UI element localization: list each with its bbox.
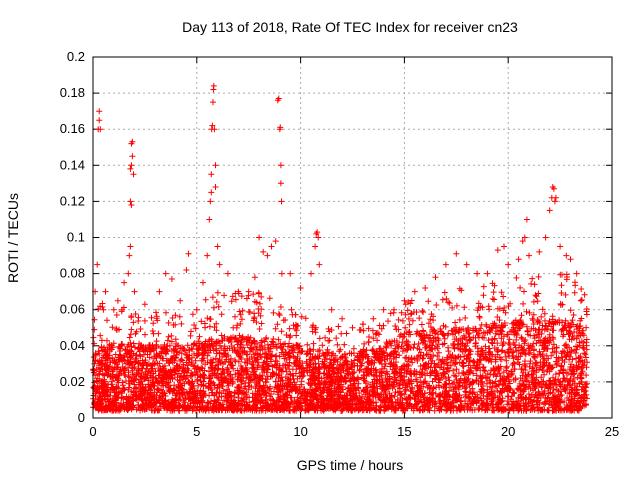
plot-frame bbox=[92, 56, 613, 419]
x-tick-label: 20 bbox=[501, 424, 515, 439]
chart-title: Day 113 of 2018, Rate Of TEC Index for r… bbox=[182, 19, 518, 35]
y-tick-label: 0.14 bbox=[60, 157, 85, 172]
y-axis-label: ROTI / TECUs bbox=[5, 193, 21, 283]
y-tick-label: 0.18 bbox=[60, 85, 85, 100]
y-tick-label: 0.02 bbox=[60, 374, 85, 389]
y-tick-label: 0.12 bbox=[60, 193, 85, 208]
x-axis-label: GPS time / hours bbox=[297, 457, 404, 473]
x-tick-label: 15 bbox=[397, 424, 411, 439]
x-tick-label: 25 bbox=[605, 424, 619, 439]
y-tick-label: 0.16 bbox=[60, 121, 85, 136]
roti-markers bbox=[90, 82, 590, 414]
y-tick-label: 0.08 bbox=[60, 266, 85, 281]
y-tick-label: 0.06 bbox=[60, 302, 85, 317]
y-tick-label: 0.1 bbox=[67, 230, 85, 245]
data-points bbox=[90, 82, 590, 414]
y-tick-label: 0.2 bbox=[67, 49, 85, 64]
y-axis-ticks: 0 0.02 0.04 0.06 0.08 0.1 0.12 0.14 0.16 0.18 0.2 bbox=[60, 49, 612, 425]
x-tick-label: 0 bbox=[89, 424, 96, 439]
x-tick-label: 10 bbox=[293, 424, 307, 439]
y-tick-label: 0 bbox=[78, 410, 85, 425]
x-tick-label: 5 bbox=[193, 424, 200, 439]
y-tick-label: 0.04 bbox=[60, 338, 85, 353]
